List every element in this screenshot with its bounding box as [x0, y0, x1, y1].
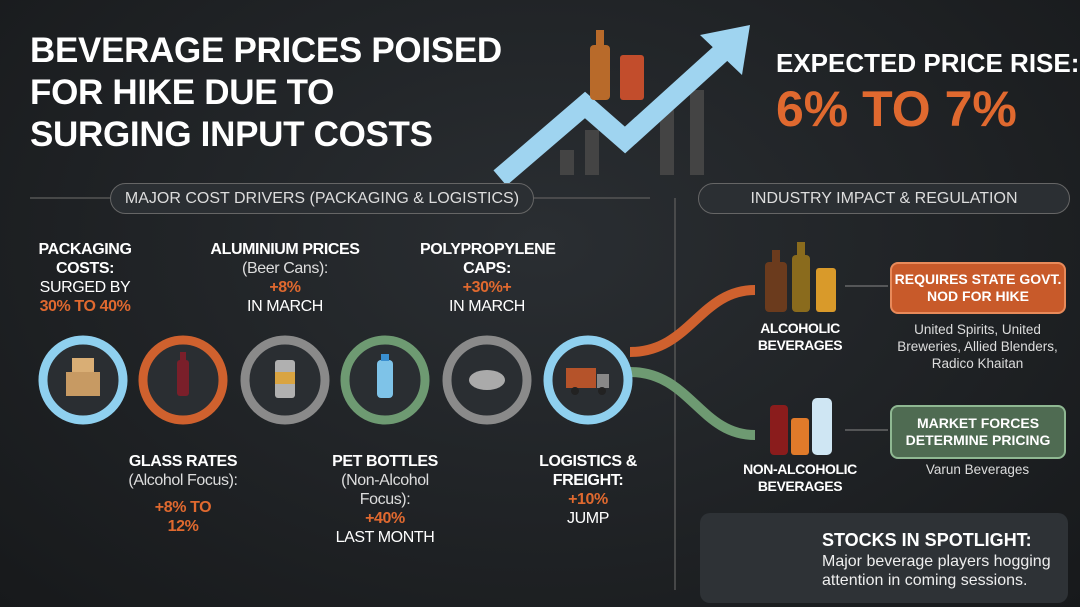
rule-box: MARKET FORCES DETERMINE PRICING [890, 405, 1066, 459]
driver-label: ALUMINIUM PRICES [210, 241, 360, 258]
driver-note: LAST MONTH [335, 529, 435, 546]
driver-detail: (Beer Cans): [242, 260, 328, 277]
title: BEVERAGE PRICES POISED FOR HIKE DUE TO S… [30, 30, 502, 156]
driver-note: IN MARCH [247, 298, 323, 315]
connector [629, 285, 756, 357]
driver-label: LOGISTICS & FREIGHT: [539, 453, 637, 489]
driver: ALUMINIUM PRICES (Beer Cans): +8% IN MAR… [205, 240, 365, 316]
companies: United Spirits, United Breweries, Allied… [897, 322, 1058, 371]
driver: LOGISTICS & FREIGHT: +10% JUMP [530, 452, 646, 528]
driver-label: GLASS RATES [128, 453, 238, 470]
driver-icons [66, 352, 609, 398]
driver-detail: SURGED BY [39, 279, 131, 296]
rule-box: REQUIRES STATE GOVT. NOD FOR HIKE [890, 262, 1066, 314]
growth-graphic [493, 25, 750, 186]
spotlight-title: STOCKS IN SPOTLIGHT: [822, 530, 1032, 550]
connector [629, 367, 756, 440]
driver-value: 30% TO 40% [39, 298, 131, 315]
title-line: FOR HIKE DUE TO [30, 73, 335, 112]
driver-value: +8% [269, 279, 301, 296]
driver-circles [38, 335, 633, 425]
driver-value: +10% [568, 491, 608, 508]
spotlight-box [700, 513, 1068, 603]
driver-label: PACKAGING COSTS: [38, 241, 132, 277]
companies: Varun Beverages [925, 462, 1030, 477]
driver: GLASS RATES (Alcohol Focus): +8% TO 12% [110, 452, 256, 536]
rise-value: 6% TO 7% [776, 81, 1017, 137]
driver-label: POLYPROPYLENE CAPS: [420, 241, 556, 277]
driver: PET BOTTLES (Non-Alcohol Focus): +40% LA… [330, 452, 440, 547]
driver: PACKAGING COSTS: SURGED BY 30% TO 40% [25, 240, 145, 316]
section-heading: MAJOR COST DRIVERS (PACKAGING & LOGISTIC… [110, 183, 534, 214]
driver-detail: (Alcohol Focus): [128, 472, 238, 489]
section-heading: INDUSTRY IMPACT & REGULATION [698, 183, 1070, 214]
driver-value: +30%+ [462, 279, 512, 296]
title-line: BEVERAGE PRICES POISED [30, 31, 502, 70]
driver-note: JUMP [567, 510, 609, 527]
driver-value: +8% TO 12% [154, 499, 212, 535]
rise-label: EXPECTED PRICE RISE: [776, 48, 1080, 78]
driver-value: +40% [365, 510, 405, 527]
driver: POLYPROPYLENE CAPS: +30%+ IN MARCH [420, 240, 556, 316]
title-line: SURGING INPUT COSTS [30, 115, 433, 154]
driver-detail: (Non-Alcohol Focus): [341, 472, 429, 508]
segment-label: NON-ALCOHOLIC BEVERAGES [743, 461, 857, 494]
driver-note: IN MARCH [449, 298, 525, 315]
driver-label: PET BOTTLES [332, 453, 438, 470]
spotlight-text: Major beverage players hogging attention… [822, 553, 1051, 589]
segment-label: ALCOHOLIC BEVERAGES [757, 320, 843, 353]
